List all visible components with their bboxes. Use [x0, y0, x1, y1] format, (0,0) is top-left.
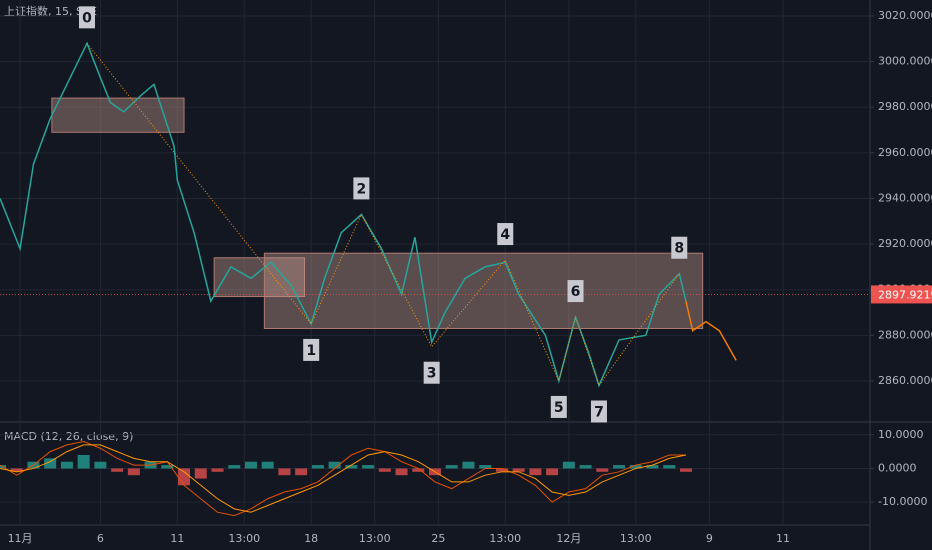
x-tick-label: 12月	[556, 532, 581, 545]
histogram-bar	[111, 468, 124, 472]
pivot-label-box	[79, 6, 95, 29]
pivot-label: 3	[427, 366, 437, 382]
last-price-tag	[871, 285, 932, 304]
histogram-bar	[395, 468, 408, 476]
histogram-bar	[562, 461, 575, 469]
x-tick-label: 9	[706, 532, 713, 545]
histogram-bar	[512, 468, 525, 472]
histogram-bar	[178, 468, 191, 486]
zone-box	[263, 252, 704, 329]
y-tick-label: 2980.0000	[878, 100, 932, 113]
pivot-label: 2	[357, 181, 367, 197]
histogram-bar	[127, 468, 140, 476]
x-tick-label: 13:00	[489, 532, 521, 545]
y-tick-label: 2940.0000	[878, 191, 932, 204]
histogram-bar	[362, 465, 375, 469]
y-tick-label: 10.0000	[878, 428, 924, 441]
chart-title: 上证指数, 15, SSE	[4, 4, 97, 18]
y-tick-label: 0.0000	[878, 461, 917, 474]
x-tick-label: 11	[170, 532, 184, 545]
histogram-bar	[44, 458, 57, 469]
zigzag-line	[86, 43, 680, 387]
pivot-label-box	[353, 177, 370, 200]
pivot-label-box	[671, 236, 688, 259]
x-tick-label: 11月	[8, 532, 33, 545]
histogram-bar	[378, 468, 391, 472]
y-tick-label: 2960.0000	[878, 146, 932, 159]
histogram-bar	[228, 465, 241, 469]
macd-line	[0, 444, 687, 513]
last-price-label: 2897.9219	[878, 288, 932, 301]
histogram-bar	[412, 468, 425, 472]
histogram-bar	[596, 468, 609, 472]
indicator-title: MACD (12, 26, close, 9)	[4, 430, 133, 443]
y-tick-label: -10.0000	[878, 495, 927, 508]
x-tick-label: 18	[304, 532, 318, 545]
pivot-label-box	[590, 400, 607, 423]
histogram-bar	[161, 465, 174, 469]
histogram-bar	[311, 465, 324, 469]
pivot-label: 7	[594, 405, 604, 421]
pivot-label: 1	[306, 343, 316, 359]
histogram-bar	[244, 461, 257, 469]
pivot-label: 6	[571, 284, 581, 300]
histogram-bar	[328, 461, 341, 469]
histogram-bar	[278, 468, 291, 476]
histogram-bar	[613, 465, 626, 469]
pivot-label: 5	[554, 400, 564, 416]
histogram-bar	[663, 465, 676, 469]
zone-box	[51, 97, 185, 133]
histogram-bar	[261, 461, 274, 469]
pivot-label-box	[550, 395, 567, 418]
pivot-label-box	[303, 338, 320, 361]
price-line	[685, 300, 737, 361]
histogram-bar	[60, 461, 73, 469]
histogram-bar	[579, 465, 592, 469]
x-tick-label: 11	[776, 532, 790, 545]
histogram-bar	[529, 468, 542, 476]
pivot-label-box	[497, 223, 514, 246]
y-tick-label: 3000.0000	[878, 55, 932, 68]
x-tick-label: 13:00	[228, 532, 260, 545]
histogram-bar	[679, 468, 692, 472]
histogram-bar	[479, 465, 492, 469]
y-tick-label: 2860.0000	[878, 374, 932, 387]
y-tick-label: 2920.0000	[878, 237, 932, 250]
x-tick-label: 25	[431, 532, 445, 545]
macd-line	[0, 441, 686, 517]
histogram-bar	[546, 468, 559, 476]
y-tick-label: 2880.0000	[878, 328, 932, 341]
histogram-bar	[445, 465, 458, 469]
histogram-bar	[495, 468, 508, 472]
pivot-label: 8	[674, 241, 684, 257]
histogram-bar	[94, 461, 107, 469]
histogram-bar	[629, 465, 642, 469]
histogram-bar	[77, 454, 90, 469]
x-tick-label: 6	[97, 532, 104, 545]
histogram-bar	[211, 468, 224, 472]
histogram-bar	[194, 468, 207, 479]
pivot-label-box	[423, 361, 440, 384]
histogram-bar	[345, 465, 358, 469]
histogram-bar	[10, 468, 23, 472]
pivot-label: 4	[500, 227, 510, 243]
zone-box	[213, 257, 305, 298]
pivot-label: 0	[82, 10, 92, 26]
histogram-bar	[462, 461, 475, 469]
histogram-bar	[646, 465, 659, 469]
x-tick-label: 13:00	[620, 532, 652, 545]
y-tick-label: 3020.0000	[878, 9, 932, 22]
histogram-bar	[295, 468, 308, 476]
pivot-label-box	[567, 280, 584, 303]
x-tick-label: 13:00	[359, 532, 391, 545]
